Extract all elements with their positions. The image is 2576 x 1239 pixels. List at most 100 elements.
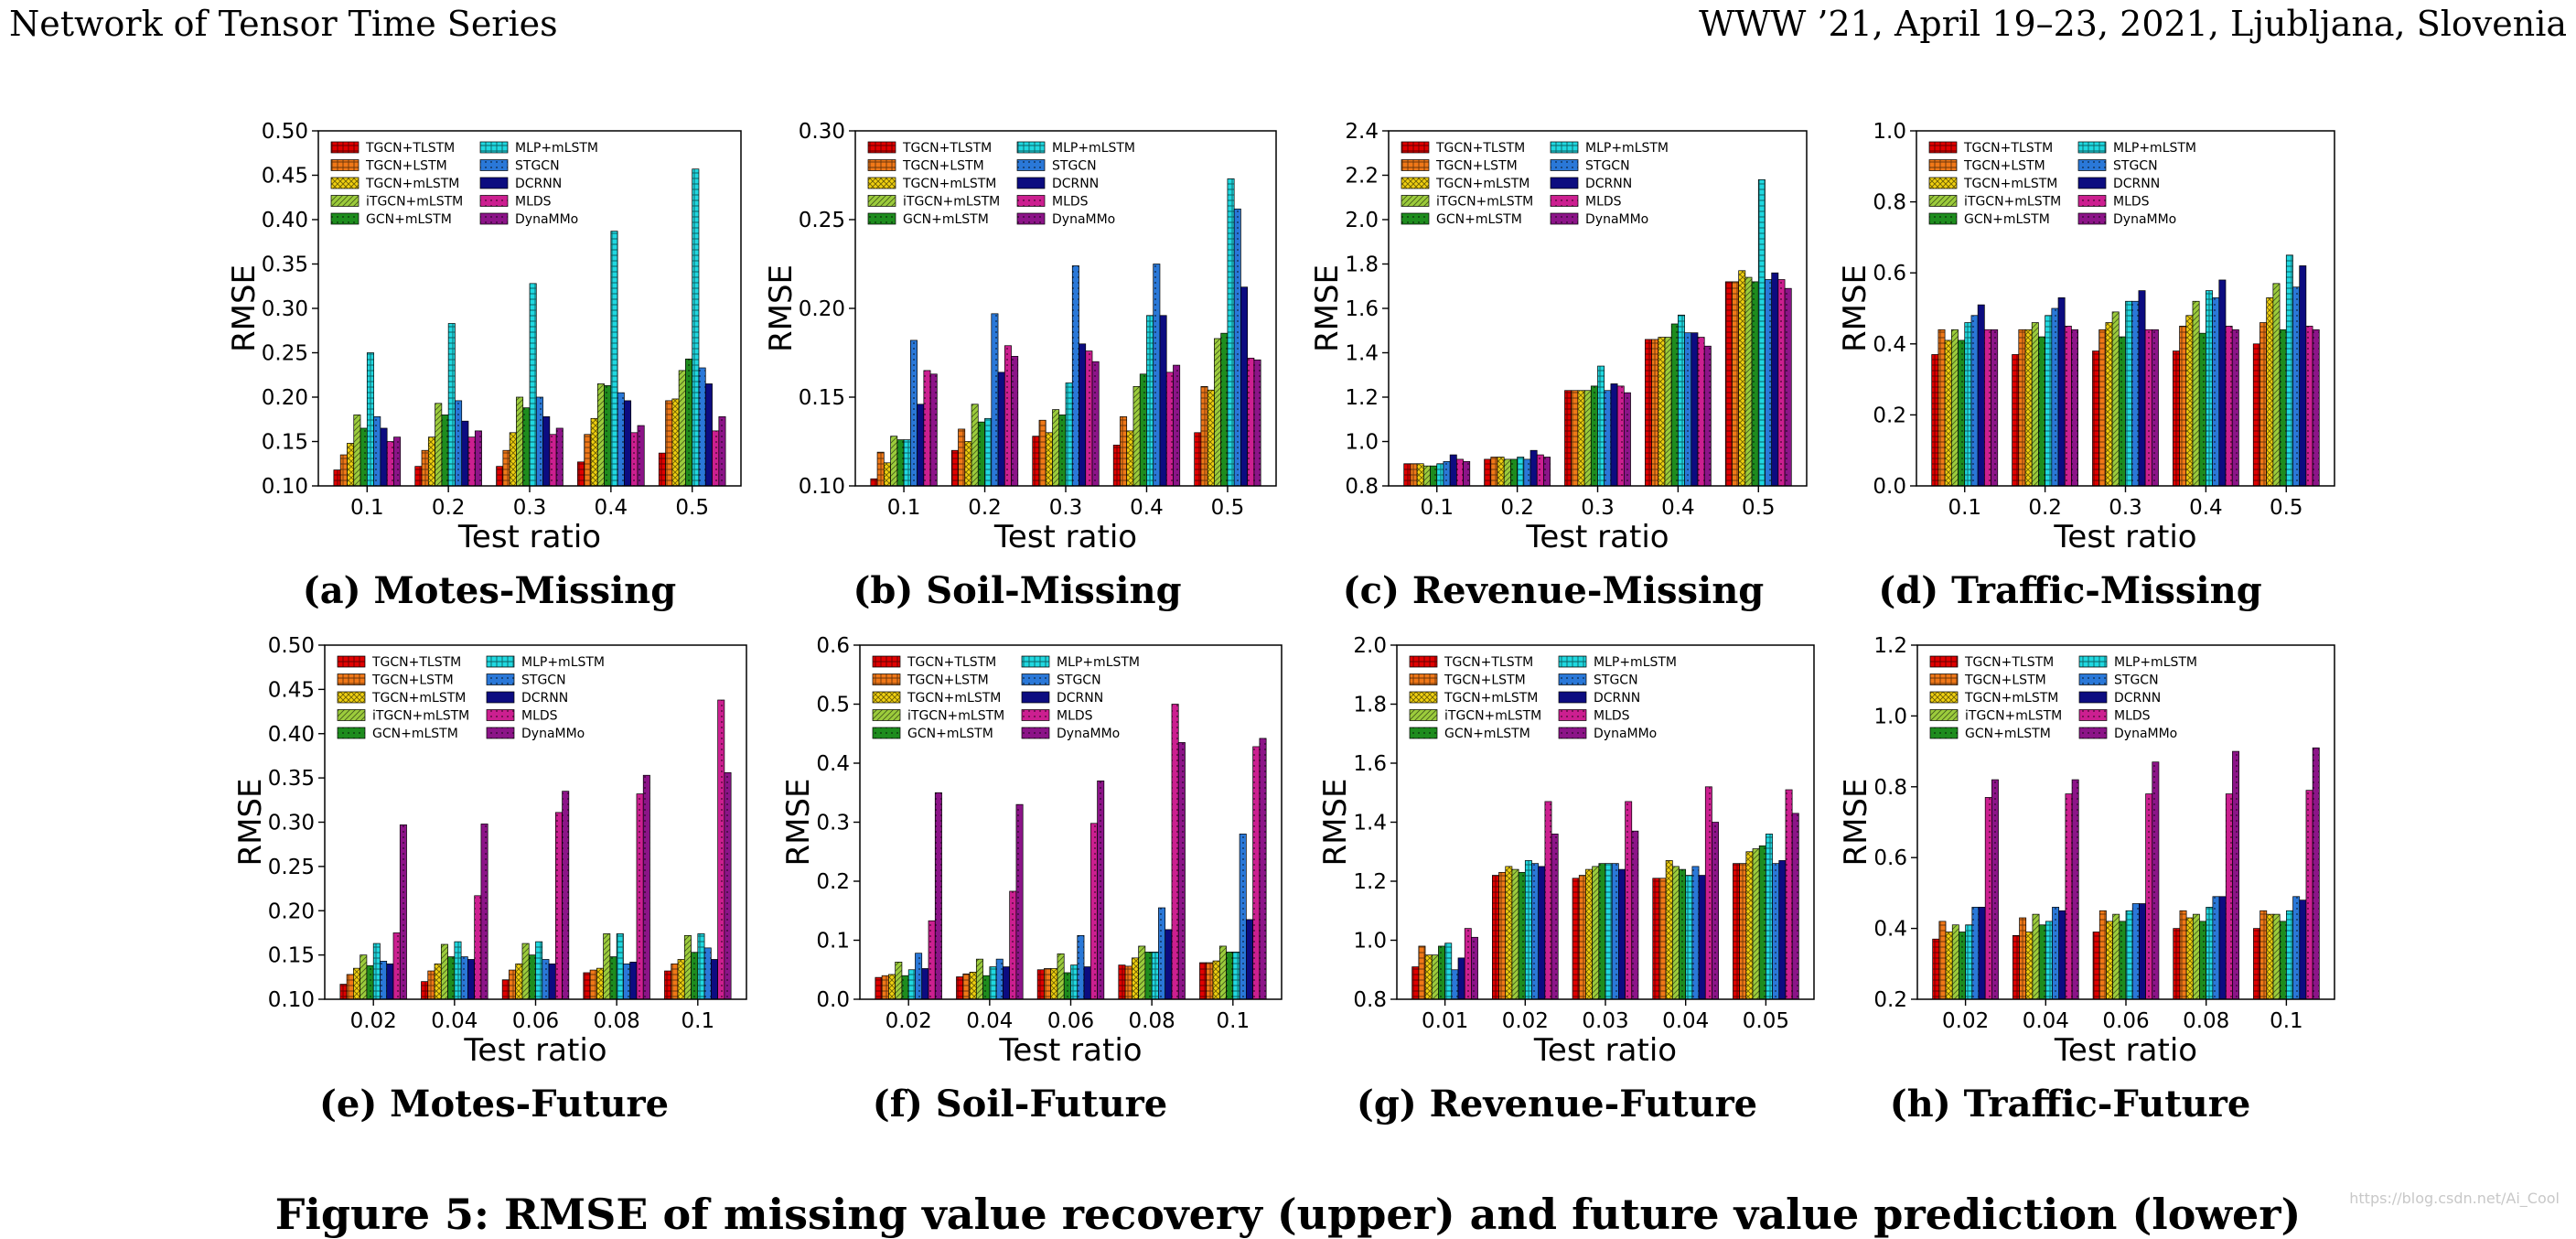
bar	[2098, 910, 2107, 1000]
bar	[1524, 860, 1532, 1000]
legend-swatch	[1021, 709, 1050, 721]
y-tick-label: 1.4	[1353, 812, 1387, 835]
legend-label: TGCN+mLSTM	[1444, 691, 1538, 706]
x-tick-label: 0.1	[1217, 1009, 1250, 1033]
bar	[548, 963, 556, 1000]
bar	[1490, 457, 1498, 487]
legend-swatch	[337, 691, 366, 704]
bar	[2058, 910, 2066, 1000]
bar	[2118, 336, 2126, 487]
legend-label: STGCN	[2113, 159, 2158, 174]
bar	[1057, 953, 1065, 1000]
bar	[366, 352, 374, 487]
x-tick-label: 0.03	[1582, 1009, 1628, 1033]
bar	[1226, 952, 1234, 1000]
bar	[496, 466, 504, 487]
bar	[923, 370, 931, 487]
y-tick-label: 0.30	[262, 297, 308, 321]
bar	[2125, 300, 2133, 487]
bar	[712, 430, 720, 487]
plot-frame	[1396, 644, 1815, 1000]
bar	[434, 963, 442, 1000]
bar	[1645, 339, 1652, 487]
bar	[1165, 929, 1173, 1000]
bar	[1932, 938, 1940, 1000]
bar	[964, 441, 972, 487]
bar	[1245, 919, 1253, 1000]
x-tick-label: 0.5	[2270, 496, 2303, 520]
bar	[1598, 863, 1606, 1000]
bar	[1965, 924, 1973, 1000]
bar	[1233, 209, 1241, 487]
legend-swatch	[486, 655, 515, 668]
x-tick-label: 0.1	[1948, 496, 1981, 520]
bar	[1058, 415, 1067, 487]
legend-swatch	[867, 195, 896, 207]
legend-swatch	[1550, 159, 1579, 171]
legend-swatch	[2077, 159, 2107, 171]
bar	[2018, 329, 2026, 487]
legend-label: DCRNN	[1585, 177, 1632, 191]
bar	[421, 449, 429, 487]
bar	[1032, 436, 1040, 487]
bar	[399, 824, 407, 1000]
legend-swatch	[1550, 141, 1579, 154]
bar	[1045, 432, 1053, 487]
bar	[1444, 943, 1453, 1000]
bar	[1085, 350, 1093, 487]
legend-label: MLDS	[2113, 195, 2150, 210]
bar	[1691, 866, 1700, 1000]
bar	[515, 963, 523, 1000]
bar	[1964, 322, 1972, 487]
legend-label: MLP+mLSTM	[1052, 141, 1135, 156]
bar	[1177, 742, 1186, 1000]
bar	[929, 373, 938, 487]
bar	[346, 974, 354, 1000]
bar	[1618, 868, 1626, 1000]
y-tick-label: 0.4	[816, 752, 850, 776]
caption-soil-missing: (b) Soil-Missing	[853, 569, 1182, 612]
bar	[535, 941, 543, 1000]
legend-swatch	[1016, 141, 1046, 154]
y-tick-label: 0.25	[799, 209, 845, 232]
bar	[2286, 910, 2293, 1000]
bar	[2305, 326, 2313, 487]
bar	[1623, 392, 1631, 487]
bar	[454, 941, 462, 1000]
bar	[623, 963, 631, 1000]
bar	[903, 439, 911, 487]
legend-label: TGCN+LSTM	[365, 159, 447, 174]
bar	[2038, 336, 2045, 487]
legend-swatch	[1928, 177, 1958, 189]
caption-motes-missing: (a) Motes-Missing	[302, 569, 677, 612]
bar	[2057, 297, 2066, 487]
bar	[977, 421, 985, 487]
legend-swatch	[486, 673, 515, 685]
bar	[642, 774, 650, 1000]
bar	[373, 415, 381, 487]
bar	[590, 417, 598, 487]
bar	[683, 934, 692, 1000]
bar	[691, 952, 699, 1000]
legend-label: TGCN+TLSTM	[1444, 655, 1533, 670]
legend-swatch	[2078, 691, 2108, 704]
legend-swatch	[1558, 709, 1587, 721]
bar	[2259, 322, 2267, 487]
legend-swatch	[1409, 691, 1438, 704]
bar	[2225, 793, 2233, 1000]
bar	[1239, 834, 1247, 1000]
bar	[1758, 845, 1766, 1000]
bar	[1065, 382, 1073, 487]
bar	[636, 793, 644, 1000]
x-tick-label: 0.02	[886, 1009, 932, 1033]
bar	[875, 976, 883, 1000]
bar	[393, 436, 402, 487]
bar	[554, 812, 563, 1000]
bar	[1200, 386, 1208, 487]
bar	[1771, 272, 1779, 487]
bar	[2051, 307, 2059, 487]
bar	[1112, 445, 1121, 487]
x-tick-label: 0.08	[2183, 1009, 2229, 1033]
bar	[1670, 323, 1679, 487]
bar	[333, 469, 341, 487]
